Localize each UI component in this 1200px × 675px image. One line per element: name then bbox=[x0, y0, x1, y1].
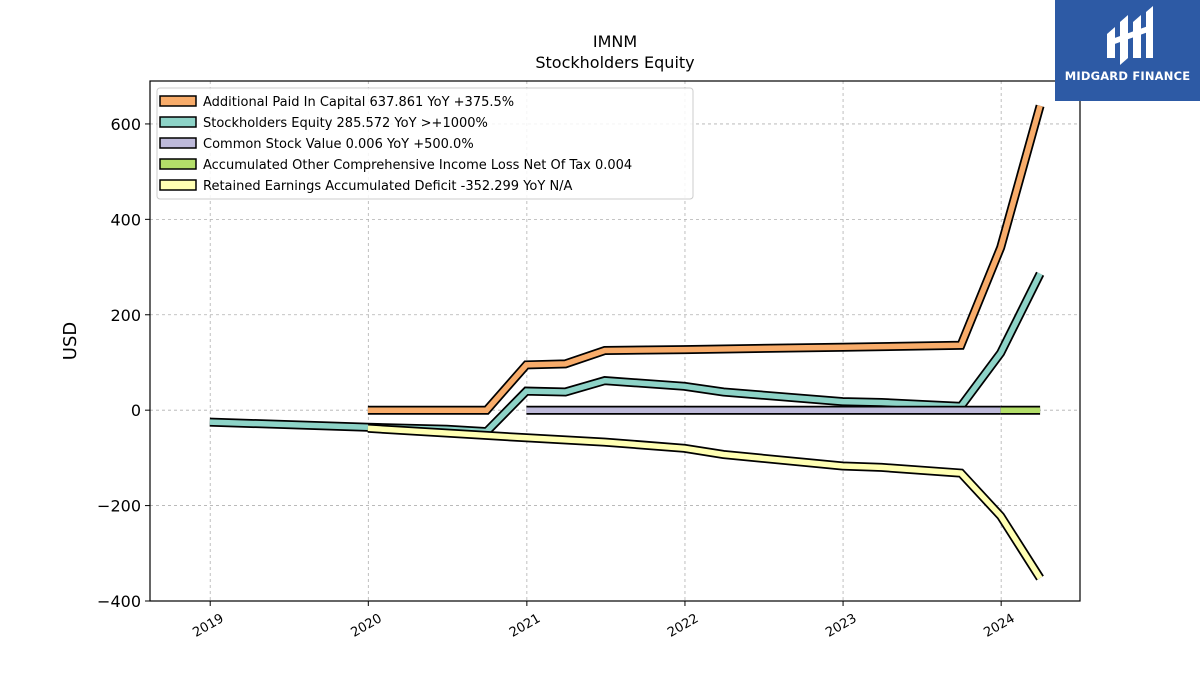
chart-subtitle: Stockholders Equity bbox=[535, 53, 695, 72]
logo-text: MIDGARD FINANCE bbox=[1064, 69, 1191, 83]
y-tick-label: −200 bbox=[97, 497, 141, 516]
x-tick-label: 2023 bbox=[823, 611, 859, 641]
legend-label-3: Common Stock Value 0.006 YoY +500.0% bbox=[203, 137, 474, 152]
brand-logo: MIDGARD FINANCE bbox=[1055, 0, 1200, 101]
series-layer bbox=[209, 104, 1045, 581]
y-tick-label: 600 bbox=[110, 115, 141, 134]
legend-box bbox=[156, 87, 694, 200]
logo-mark-icon bbox=[1107, 6, 1153, 65]
legend-label-5: Retained Earnings Accumulated Deficit -3… bbox=[203, 179, 573, 194]
legend-swatch-4 bbox=[159, 158, 197, 170]
x-tick-label: 2024 bbox=[981, 611, 1017, 641]
legend-label-4: Accumulated Other Comprehensive Income L… bbox=[203, 158, 632, 173]
legend-label-1: Additional Paid In Capital 637.861 YoY +… bbox=[203, 95, 514, 110]
legend: Additional Paid In Capital 637.861 YoY +… bbox=[156, 87, 694, 200]
x-tick-label: 2019 bbox=[190, 611, 226, 641]
legend-swatch-5 bbox=[159, 179, 197, 191]
y-axis-label: USD bbox=[60, 322, 81, 360]
legend-swatch-2 bbox=[159, 116, 197, 128]
series-line-5 bbox=[367, 423, 1044, 581]
legend-swatch-3 bbox=[159, 137, 197, 149]
plot-frame bbox=[149, 80, 1081, 602]
x-tick-label: 2022 bbox=[665, 611, 701, 641]
series-line-1 bbox=[367, 104, 1045, 415]
x-tick-label: 2020 bbox=[348, 611, 384, 641]
y-tick-label: −400 bbox=[97, 592, 141, 611]
legend-label-2: Stockholders Equity 285.572 YoY >+1000% bbox=[203, 116, 488, 131]
x-tick-label: 2021 bbox=[507, 611, 543, 641]
y-tick-label: 0 bbox=[131, 401, 141, 420]
y-tick-label: 200 bbox=[110, 306, 141, 325]
y-tick-label: 400 bbox=[110, 210, 141, 229]
legend-swatch-1 bbox=[159, 95, 197, 107]
chart-title: IMNM bbox=[592, 32, 638, 51]
